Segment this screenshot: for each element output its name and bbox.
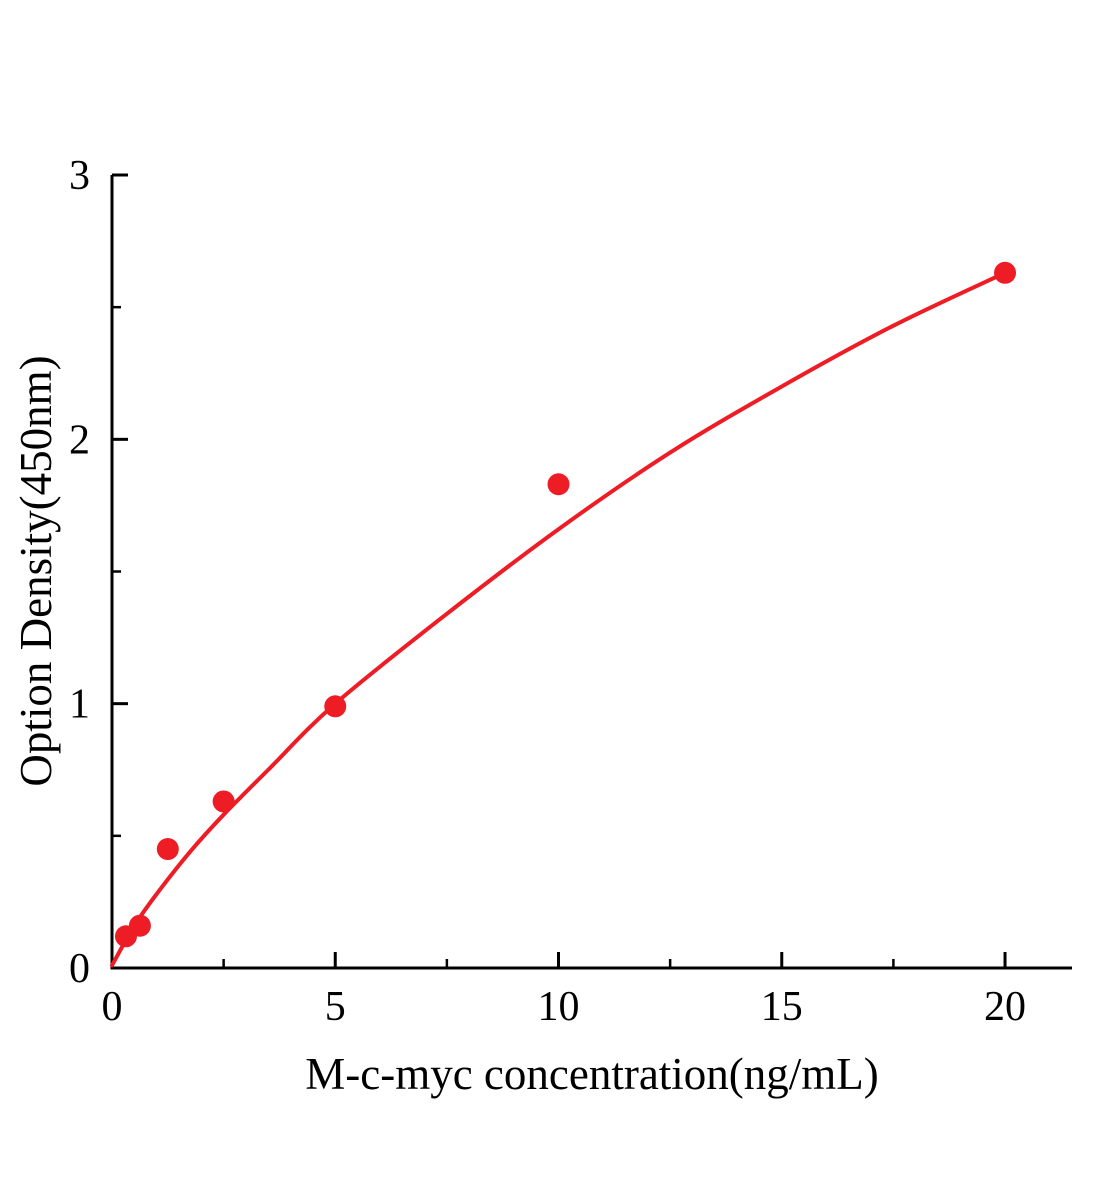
svg-text:0: 0 — [102, 984, 123, 1030]
svg-text:10: 10 — [538, 984, 580, 1030]
y-axis-label: Option Density(450nm) — [11, 355, 61, 787]
svg-text:1: 1 — [69, 682, 90, 728]
svg-text:5: 5 — [325, 984, 346, 1030]
svg-text:3: 3 — [69, 153, 90, 199]
x-axis-label: M-c-myc concentration(ng/mL) — [305, 1049, 879, 1099]
svg-text:0: 0 — [69, 946, 90, 992]
svg-text:20: 20 — [984, 984, 1026, 1030]
svg-text:15: 15 — [761, 984, 803, 1030]
svg-text:2: 2 — [69, 417, 90, 463]
